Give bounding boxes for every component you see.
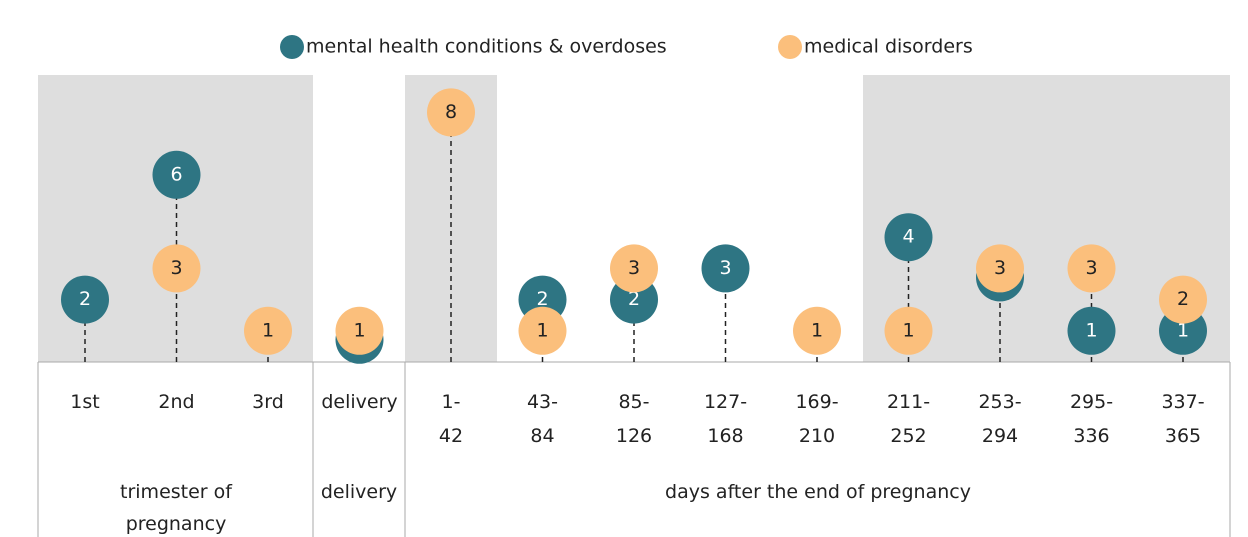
value-label: 3 [994, 257, 1006, 279]
value-label: 1 [811, 319, 823, 341]
x-tick-label: 43-84 [527, 391, 558, 447]
dot [976, 244, 1024, 293]
x-tick-label: 1-42 [439, 391, 463, 447]
dot [152, 244, 201, 293]
value-label: 3 [719, 257, 731, 279]
dot [1159, 275, 1207, 324]
value-label: 2 [628, 288, 640, 310]
dot [884, 306, 933, 355]
value-label: 3 [1085, 257, 1097, 279]
dot [610, 244, 658, 293]
value-label: 1 [1177, 319, 1189, 341]
value-label: 6 [170, 163, 182, 185]
x-tick-label: 169-210 [795, 391, 838, 447]
dot [518, 306, 567, 355]
x-tick-label: 211-252 [887, 391, 930, 447]
group-label: trimester of pregnancy [120, 481, 232, 535]
legend-marker [778, 35, 802, 59]
value-label: 4 [902, 226, 914, 248]
x-tick-label: 253-294 [978, 391, 1021, 447]
value-label: 3 [170, 257, 182, 279]
dot [335, 306, 384, 355]
dot [427, 88, 475, 137]
x-tick-label: 337-365 [1161, 391, 1204, 447]
legend-label: medical disorders [804, 36, 973, 58]
value-label: 1 [536, 319, 548, 341]
value-label: 1 [1085, 319, 1097, 341]
value-label: 1 [262, 319, 274, 341]
value-label: 2 [1177, 288, 1189, 310]
value-label: 1 [902, 319, 914, 341]
dot [884, 213, 933, 262]
x-tick-label: 1st [70, 391, 99, 413]
x-tick-label: 2nd [158, 391, 194, 413]
dot [701, 244, 750, 293]
legend-marker [280, 35, 304, 59]
group-label: delivery [320, 481, 398, 503]
dot [1067, 306, 1116, 355]
x-tick-label: 127-168 [704, 391, 747, 447]
value-label: 8 [445, 101, 457, 123]
x-tick-label: delivery [321, 391, 397, 413]
legend-label: mental health conditions & overdoses [306, 36, 667, 58]
value-label: 3 [628, 257, 640, 279]
x-tick-label: 3rd [252, 391, 284, 413]
dot [244, 306, 292, 355]
dot [152, 150, 201, 199]
dot [1067, 244, 1116, 293]
x-tick-label: 295-336 [1070, 391, 1113, 447]
group-label: days after the end of pregnancy [665, 481, 971, 503]
dot [793, 306, 841, 355]
value-label: 1 [353, 319, 365, 341]
x-tick-label: 85-126 [616, 391, 652, 447]
dot [61, 275, 109, 324]
value-label: 2 [536, 288, 548, 310]
value-label: 2 [79, 288, 91, 310]
